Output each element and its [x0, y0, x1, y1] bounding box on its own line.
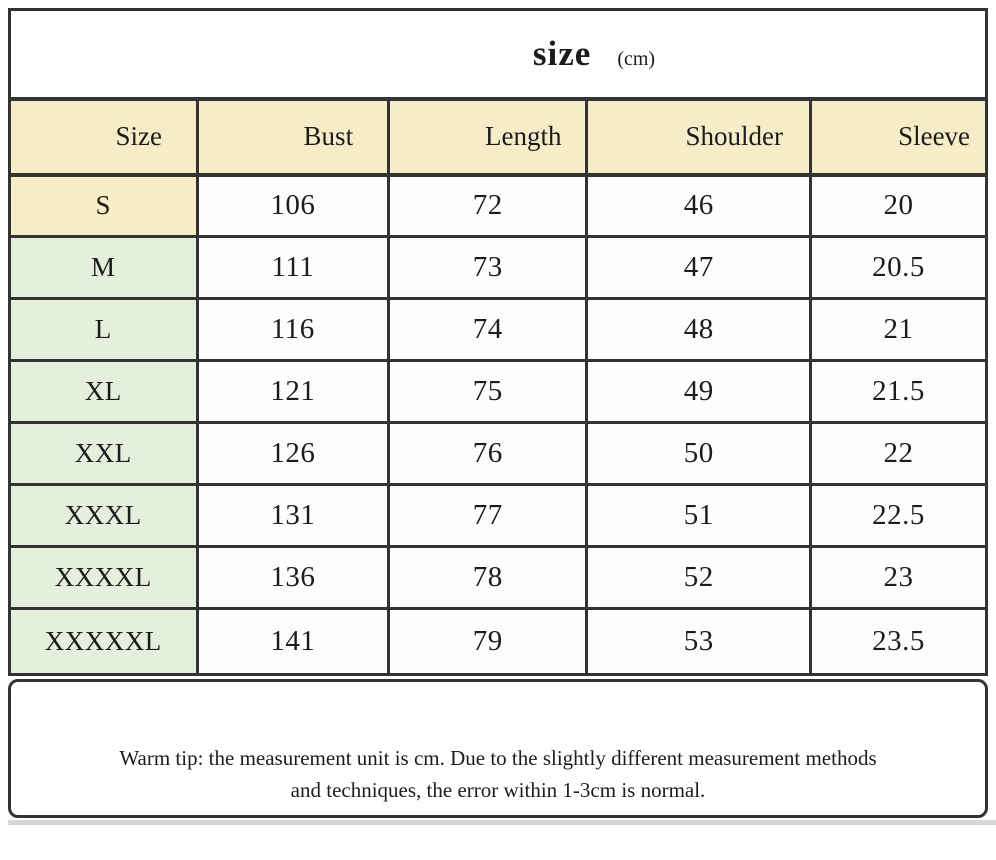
table-row: L 116 74 48 21: [8, 297, 988, 362]
header-shoulder: Shoulder: [585, 97, 813, 177]
warm-tip-line-2: and techniques, the error within 1-3cm i…: [290, 777, 706, 802]
cell-sleeve: 21.5: [809, 359, 988, 424]
cell-bust: 111: [195, 235, 391, 300]
bottom-edge-strip: [8, 820, 996, 825]
cell-size: M: [8, 235, 199, 300]
chart-title: size (cm): [533, 34, 655, 74]
cell-sleeve: 20: [809, 173, 988, 238]
table-row: XL 121 75 49 21.5: [8, 359, 988, 424]
size-chart-sheet: size (cm) Size Bust Length Shoulder Slee…: [8, 8, 996, 825]
cell-shoulder: 52: [585, 545, 813, 610]
cell-bust: 126: [195, 421, 391, 486]
cell-sleeve: 21: [809, 297, 988, 362]
cell-bust: 116: [195, 297, 391, 362]
cell-size: XXL: [8, 421, 199, 486]
cell-bust: 136: [195, 545, 391, 610]
chart-title-unit: (cm): [617, 47, 656, 70]
warm-tip-box: Warm tip: the measurement unit is cm. Du…: [8, 679, 988, 818]
table-row: XXL 126 76 50 22: [8, 421, 988, 486]
cell-length: 74: [387, 297, 589, 362]
chart-title-cell: size (cm): [8, 8, 988, 101]
warm-tip-line-1: Warm tip: the measurement unit is cm. Du…: [119, 746, 877, 770]
chart-title-text: size: [532, 33, 592, 73]
cell-size: L: [8, 297, 199, 362]
cell-bust: 106: [195, 173, 391, 238]
cell-size: S: [8, 173, 199, 238]
cell-bust: 121: [195, 359, 391, 424]
header-bust: Bust: [195, 97, 391, 177]
table-row: XXXL 131 77 51 22.5: [8, 483, 988, 548]
cell-length: 76: [387, 421, 589, 486]
header-size: Size: [8, 97, 199, 177]
cell-size: XXXXL: [8, 545, 199, 610]
cell-size: XXXL: [8, 483, 199, 548]
cell-shoulder: 51: [585, 483, 813, 548]
cell-bust: 141: [195, 607, 391, 676]
cell-length: 79: [387, 607, 589, 676]
cell-size: XL: [8, 359, 199, 424]
cell-shoulder: 53: [585, 607, 813, 676]
table-row: M 111 73 47 20.5: [8, 235, 988, 300]
cell-sleeve: 23.5: [809, 607, 988, 676]
cell-shoulder: 49: [585, 359, 813, 424]
cell-sleeve: 20.5: [809, 235, 988, 300]
cell-length: 75: [387, 359, 589, 424]
cell-length: 72: [387, 173, 589, 238]
cell-size: XXXXXL: [8, 607, 199, 676]
cell-bust: 131: [195, 483, 391, 548]
table-row: S 106 72 46 20: [8, 173, 988, 238]
table-header-row: Size Bust Length Shoulder Sleeve: [8, 97, 988, 177]
table-row: XXXXL 136 78 52 23: [8, 545, 988, 610]
cell-sleeve: 22.5: [809, 483, 988, 548]
header-sleeve: Sleeve: [809, 97, 988, 177]
size-chart-table: size (cm) Size Bust Length Shoulder Slee…: [8, 8, 988, 676]
cell-shoulder: 50: [585, 421, 813, 486]
cell-length: 73: [387, 235, 589, 300]
chart-title-row: size (cm): [8, 8, 988, 101]
cell-length: 77: [387, 483, 589, 548]
table-row: XXXXXL 141 79 53 23.5: [8, 607, 988, 676]
cell-sleeve: 22: [809, 421, 988, 486]
cell-shoulder: 47: [585, 235, 813, 300]
cell-shoulder: 48: [585, 297, 813, 362]
cell-shoulder: 46: [585, 173, 813, 238]
cell-sleeve: 23: [809, 545, 988, 610]
header-length: Length: [387, 97, 589, 177]
cell-length: 78: [387, 545, 589, 610]
